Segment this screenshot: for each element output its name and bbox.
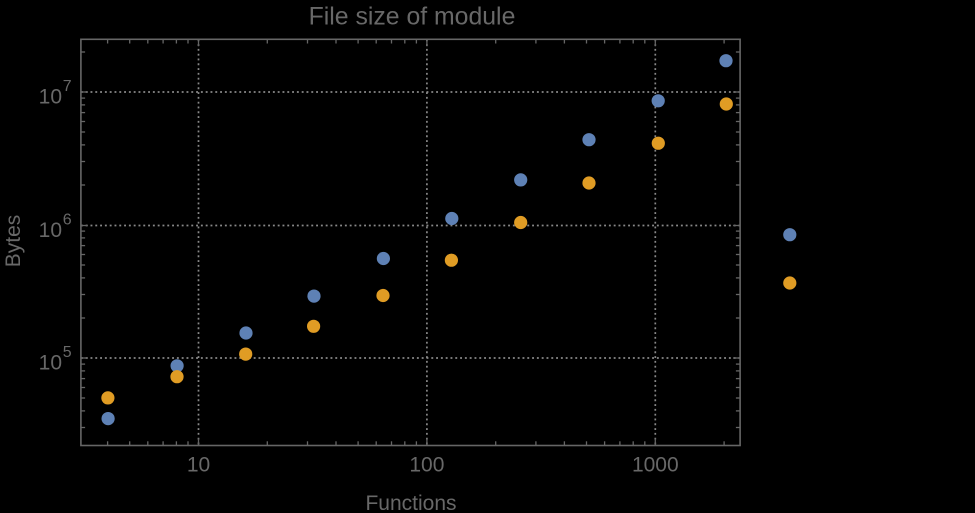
svg-text:1000: 1000 <box>632 454 679 477</box>
svg-text:7: 7 <box>63 78 72 95</box>
svg-text:10: 10 <box>39 219 62 242</box>
svg-text:Bytes: Bytes <box>2 215 25 268</box>
svg-text:10: 10 <box>39 351 62 374</box>
svg-text:10: 10 <box>187 454 210 477</box>
svg-text:5: 5 <box>63 344 72 361</box>
svg-text:100: 100 <box>409 454 444 477</box>
svg-text:10: 10 <box>39 85 62 108</box>
svg-text:File size of module: File size of module <box>309 3 516 30</box>
svg-text:6: 6 <box>63 212 72 229</box>
svg-text:Functions: Functions <box>365 492 456 513</box>
